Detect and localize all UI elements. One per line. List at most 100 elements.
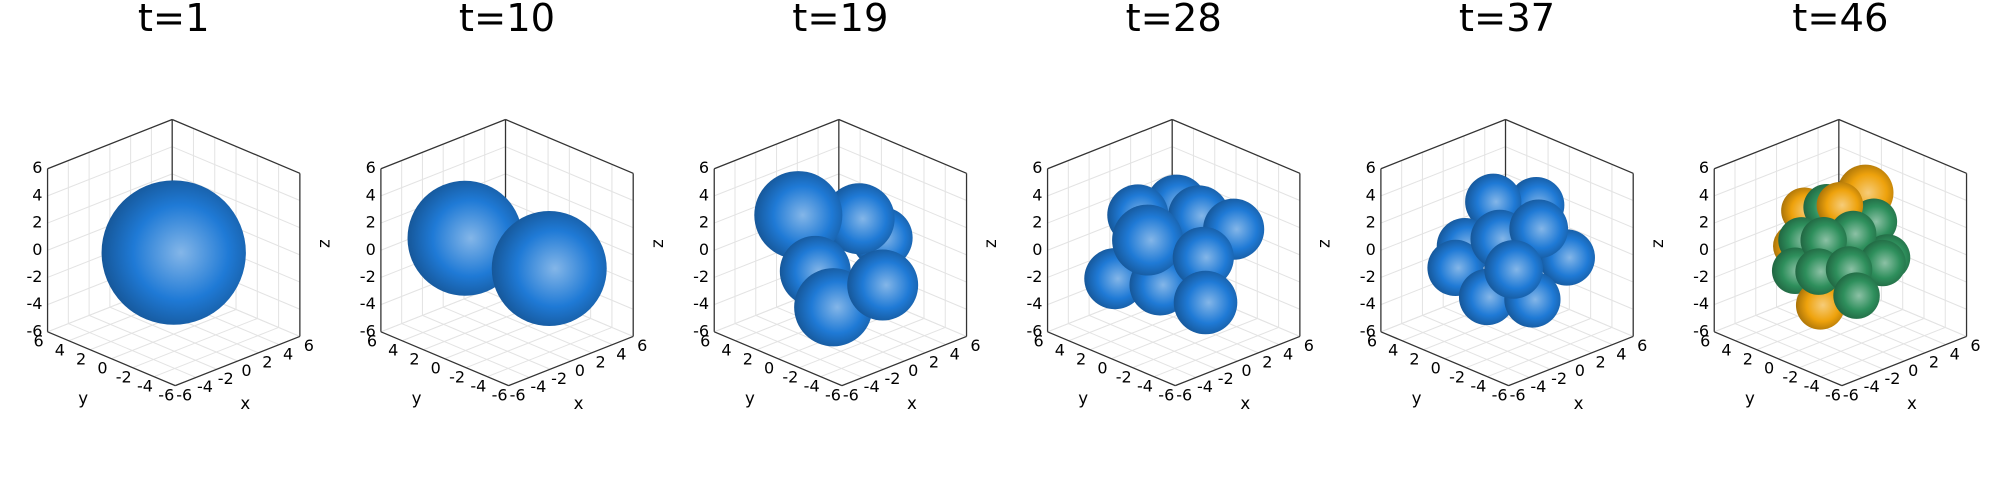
z-tick-label: 4 bbox=[699, 185, 709, 204]
axis-edge bbox=[1508, 335, 1634, 387]
axis-edge bbox=[713, 118, 840, 170]
grid-line bbox=[820, 326, 946, 378]
sphere bbox=[491, 211, 607, 326]
grid-line bbox=[47, 146, 173, 197]
z-tick-label: 2 bbox=[32, 213, 42, 232]
axis-edge bbox=[47, 118, 173, 170]
y-tick-label: 0 bbox=[431, 358, 441, 377]
x-tick-label: -4 bbox=[864, 377, 880, 396]
x-tick-label: 0 bbox=[1241, 361, 1251, 380]
axis-edge bbox=[508, 335, 634, 387]
axis-edge bbox=[1713, 118, 1840, 170]
subplot-title: t=46 bbox=[1792, 0, 1888, 41]
grid-line bbox=[1799, 317, 1925, 369]
sphere bbox=[1484, 240, 1543, 299]
axis-edge bbox=[505, 118, 634, 174]
grid-line bbox=[47, 173, 173, 224]
y-tick-label: 4 bbox=[388, 341, 398, 360]
axis-edge bbox=[47, 331, 176, 387]
x-axis-label: x bbox=[574, 394, 584, 413]
axis-edge bbox=[713, 331, 843, 387]
x-tick-label: 2 bbox=[929, 353, 939, 372]
grid-line bbox=[1047, 146, 1173, 197]
y-tick-label: -6 bbox=[1825, 385, 1841, 404]
grid-line bbox=[153, 326, 279, 378]
z-tick-label: 0 bbox=[1032, 240, 1042, 259]
sphere bbox=[823, 183, 895, 255]
x-tick-label: 2 bbox=[262, 353, 272, 372]
x-tick-label: -2 bbox=[884, 369, 900, 388]
z-tick-label: -4 bbox=[1026, 294, 1042, 313]
x-tick-label: 4 bbox=[616, 344, 626, 363]
y-tick-label: -6 bbox=[1492, 385, 1508, 404]
y-tick-label: -2 bbox=[449, 367, 465, 386]
y-tick-label: 4 bbox=[55, 341, 65, 360]
y-tick-label: -6 bbox=[1158, 385, 1174, 404]
y-tick-label: 6 bbox=[33, 332, 43, 351]
z-tick-label: -4 bbox=[26, 294, 42, 313]
x-tick-label: -6 bbox=[1510, 385, 1526, 404]
axis-edge bbox=[380, 118, 506, 170]
x-tick-label: -2 bbox=[551, 369, 567, 388]
subplot-title: t=28 bbox=[1126, 0, 1222, 41]
z-tick-label: 4 bbox=[32, 185, 42, 204]
subplot-title: t=19 bbox=[792, 0, 888, 41]
z-tick-label: 0 bbox=[1366, 240, 1376, 259]
x-tick-label: 4 bbox=[1950, 344, 1960, 363]
x-tick-label: -4 bbox=[530, 377, 546, 396]
x-tick-label: 6 bbox=[1304, 336, 1314, 355]
axis-edge bbox=[1713, 331, 1843, 387]
z-tick-label: 2 bbox=[1699, 213, 1709, 232]
z-tick-label: -2 bbox=[693, 267, 709, 286]
grid-line bbox=[1487, 326, 1613, 378]
x-tick-label: -2 bbox=[1218, 369, 1234, 388]
x-tick-label: 2 bbox=[1262, 353, 1272, 372]
y-tick-label: 2 bbox=[1409, 349, 1419, 368]
axis-edge bbox=[1047, 331, 1176, 387]
x-tick-label: 4 bbox=[283, 344, 293, 363]
z-tick-label: 6 bbox=[1699, 158, 1709, 177]
y-tick-label: -4 bbox=[804, 376, 820, 395]
grid-line bbox=[838, 146, 967, 201]
grid-line bbox=[1171, 146, 1301, 201]
x-tick-label: -6 bbox=[510, 385, 526, 404]
x-axis-label: x bbox=[907, 394, 917, 413]
sphere bbox=[101, 180, 246, 325]
sphere bbox=[1172, 226, 1234, 288]
y-tick-label: -2 bbox=[782, 367, 798, 386]
x-axis-label: x bbox=[1240, 394, 1250, 413]
grid-line bbox=[1047, 173, 1173, 224]
z-tick-label: -2 bbox=[1026, 267, 1042, 286]
z-tick-label: -6 bbox=[1026, 321, 1042, 340]
z-tick-label: 6 bbox=[699, 158, 709, 177]
axis-edge bbox=[841, 335, 967, 387]
subplot-title: t=10 bbox=[459, 0, 555, 41]
grid-line bbox=[1465, 317, 1591, 369]
z-tick-label: 6 bbox=[1366, 158, 1376, 177]
y-tick-label: 2 bbox=[1743, 349, 1753, 368]
grid-line bbox=[1777, 309, 1903, 360]
y-tick-label: 4 bbox=[1721, 341, 1731, 360]
x-tick-label: -4 bbox=[1864, 377, 1880, 396]
z-tick-label: -2 bbox=[360, 267, 376, 286]
axis-edge bbox=[1841, 335, 1967, 387]
y-tick-label: -4 bbox=[1470, 376, 1486, 395]
y-tick-label: 2 bbox=[76, 349, 86, 368]
y-tick-label: -6 bbox=[158, 385, 174, 404]
z-tick-label: -4 bbox=[1360, 294, 1376, 313]
sphere bbox=[1795, 280, 1845, 330]
y-tick-label: -2 bbox=[1116, 367, 1132, 386]
y-axis-label: y bbox=[78, 389, 88, 408]
y-tick-label: -6 bbox=[825, 385, 841, 404]
x-tick-label: -4 bbox=[1197, 377, 1213, 396]
x-tick-label: 6 bbox=[304, 336, 314, 355]
x-tick-label: -4 bbox=[1530, 377, 1546, 396]
y-tick-label: 4 bbox=[1055, 341, 1065, 360]
y-tick-label: -6 bbox=[492, 385, 508, 404]
grid-line bbox=[799, 317, 925, 369]
z-tick-label: -4 bbox=[693, 294, 709, 313]
grid-line bbox=[1838, 146, 1967, 201]
axis-edge bbox=[1505, 118, 1634, 174]
